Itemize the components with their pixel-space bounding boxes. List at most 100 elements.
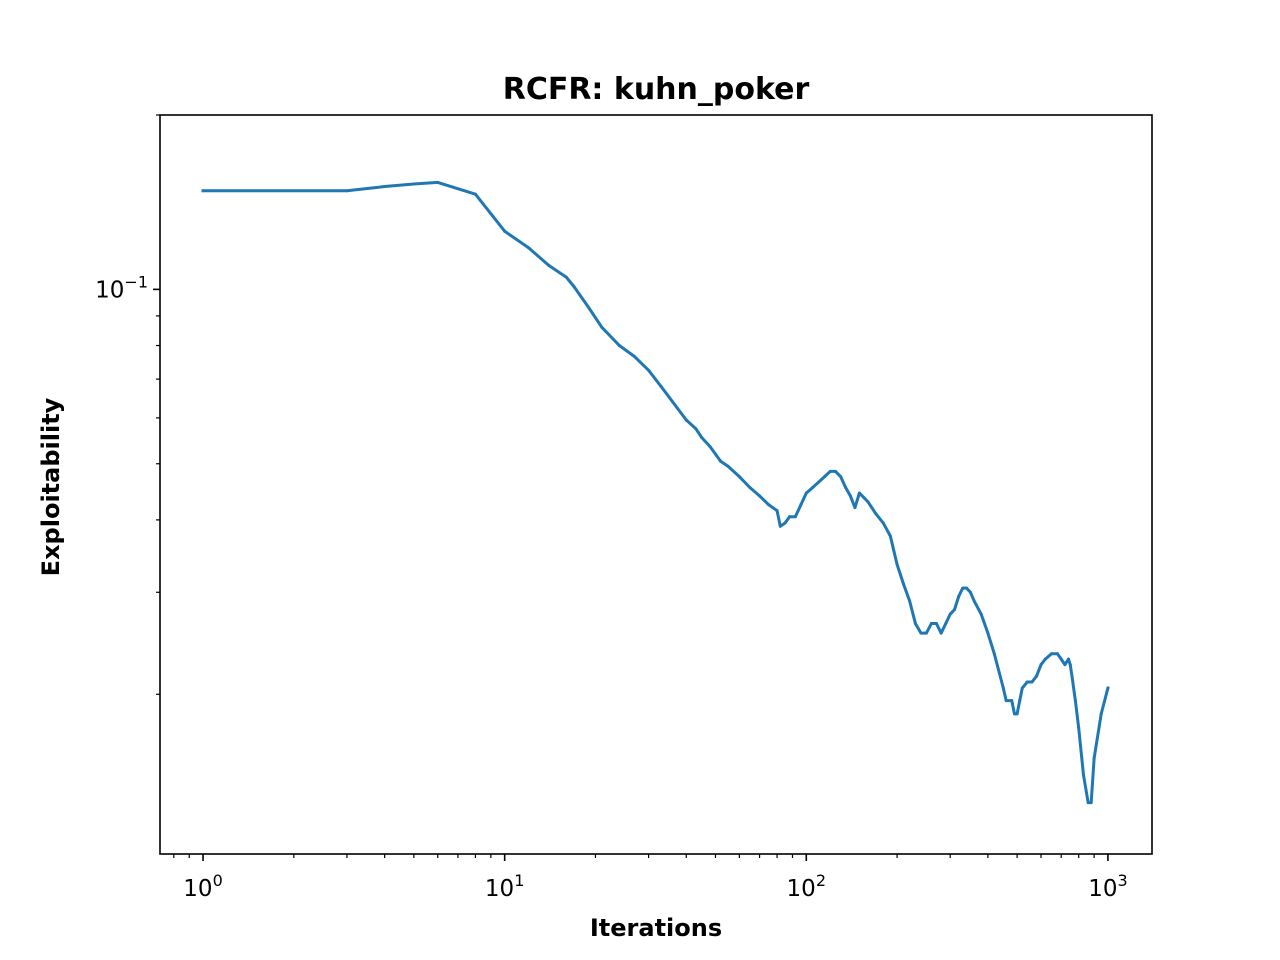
data-point <box>700 436 704 440</box>
data-point <box>1089 801 1093 805</box>
data-point <box>527 246 531 250</box>
data-point <box>939 631 943 635</box>
data-point <box>1001 686 1005 690</box>
chart-title: RCFR: kuhn_poker <box>503 72 810 107</box>
data-point <box>383 185 387 189</box>
data-point <box>823 475 827 479</box>
y-tick-label: 10−1 <box>95 272 148 303</box>
data-point <box>547 263 551 267</box>
data-point <box>783 521 787 525</box>
data-point <box>617 344 621 348</box>
data-point <box>986 631 990 635</box>
data-point <box>564 275 568 279</box>
data-point <box>957 595 961 598</box>
data-point <box>1035 674 1039 678</box>
data-point <box>767 503 771 507</box>
data-point <box>1059 657 1063 661</box>
plot-area <box>159 114 1153 855</box>
data-point <box>737 475 741 479</box>
data-point <box>1030 680 1034 684</box>
data-point <box>1068 663 1072 667</box>
data-point <box>1063 663 1067 667</box>
data-point <box>811 485 815 489</box>
data-point <box>839 475 843 479</box>
data-point <box>953 608 956 612</box>
data-point <box>600 325 604 329</box>
data-point <box>503 229 507 233</box>
data-point <box>844 485 848 489</box>
data-point <box>1025 680 1029 684</box>
data-point <box>1066 657 1070 661</box>
data-point <box>412 182 416 186</box>
plot-frame <box>159 114 1153 855</box>
x-tick-label: 103 <box>1088 871 1127 902</box>
data-point <box>684 418 688 422</box>
data-point <box>992 652 996 656</box>
data-point <box>1055 652 1059 656</box>
data-point <box>719 459 723 463</box>
data-point <box>1049 652 1053 656</box>
x-tick-label: 100 <box>183 871 222 902</box>
x-tick-label: 101 <box>485 871 524 902</box>
x-tick-label: 102 <box>787 871 826 902</box>
data-point <box>934 621 938 625</box>
data-point <box>908 599 912 603</box>
data-point <box>1086 801 1090 805</box>
y-axis-label: Exploitability <box>37 397 65 576</box>
data-point <box>436 180 440 184</box>
data-point <box>874 512 878 516</box>
data-point <box>929 621 933 625</box>
data-point <box>778 524 782 528</box>
data-point <box>972 599 976 603</box>
data-point <box>647 368 651 372</box>
data-point <box>670 400 674 404</box>
data-point <box>895 563 899 567</box>
data-point <box>1004 699 1008 703</box>
data-point <box>919 631 923 635</box>
data-point <box>1099 712 1103 716</box>
data-point <box>587 306 591 310</box>
data-point <box>857 491 861 495</box>
data-point <box>726 464 730 468</box>
data-point <box>708 445 712 449</box>
data-point <box>748 485 752 489</box>
data-point <box>1082 773 1086 777</box>
data-point <box>965 586 969 590</box>
data-point <box>1092 756 1096 760</box>
data-point <box>788 515 792 519</box>
data-point <box>1077 726 1081 730</box>
data-point <box>888 534 892 538</box>
data-point <box>775 509 779 513</box>
data-point <box>828 469 832 473</box>
data-point <box>633 355 637 359</box>
data-point <box>1070 674 1074 678</box>
data-point <box>834 469 838 473</box>
data-point <box>1015 712 1019 716</box>
data-point <box>817 480 821 484</box>
data-point <box>948 612 952 616</box>
data-point <box>1018 699 1022 703</box>
data-point <box>1010 699 1014 703</box>
data-point <box>804 491 808 495</box>
data-point <box>901 582 905 586</box>
data-point <box>1106 686 1110 690</box>
data-point <box>968 590 972 594</box>
data-point <box>345 189 349 193</box>
plot-background <box>160 115 1152 854</box>
series-layer <box>201 180 1110 805</box>
data-point <box>913 621 917 625</box>
data-point <box>793 515 797 519</box>
data-point <box>924 631 928 635</box>
data-point <box>1020 686 1024 690</box>
data-point <box>473 192 477 196</box>
data-point <box>758 494 762 498</box>
data-point <box>853 506 857 510</box>
x-axis-label: Iterations <box>590 914 722 942</box>
data-point <box>694 427 698 431</box>
data-point <box>201 189 205 193</box>
x-axis-ticks: 100 101 102 103 <box>173 854 1128 902</box>
data-point <box>944 621 948 625</box>
data-point <box>866 500 870 504</box>
data-point <box>659 384 663 388</box>
